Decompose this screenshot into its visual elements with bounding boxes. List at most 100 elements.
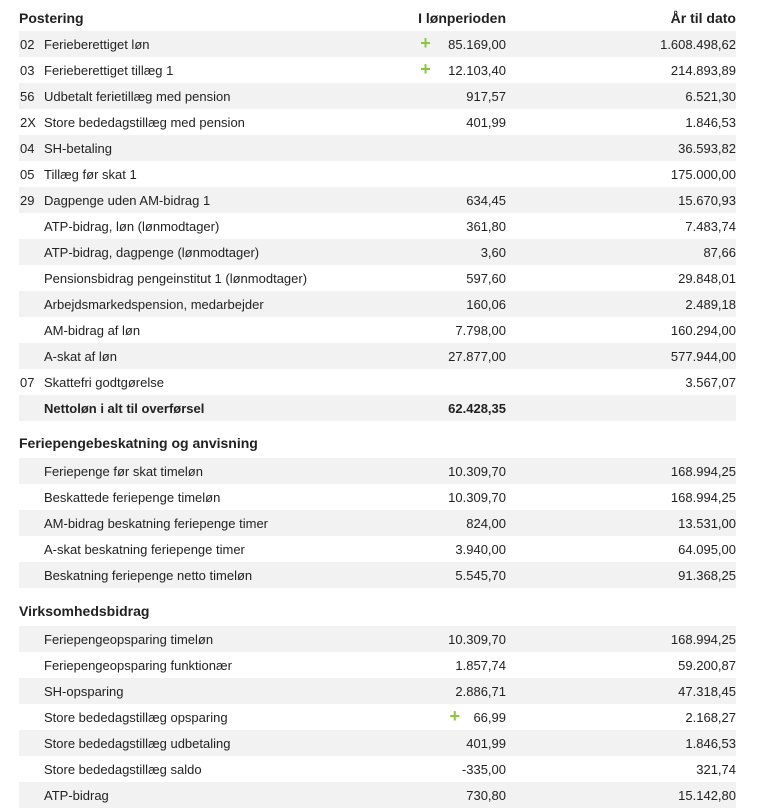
row-ytd-value: 168.994,25 (670, 464, 736, 479)
row-ytd-value: 2.489,18 (685, 297, 736, 312)
row-label: Beskattede feriepenge timeløn (44, 490, 221, 505)
table-row: 05 Tillæg før skat 1 175.000,00 (19, 161, 736, 187)
row-label: Ferieberettiget løn (44, 37, 150, 52)
table-row: 03 Ferieberettiget tillæg 1 +12.103,40 214.… (19, 57, 736, 83)
row-label: Nettoløn i alt til overførsel (44, 401, 205, 416)
row-period-value: 1.857,74 (455, 658, 506, 673)
row-label: Tillæg før skat 1 (44, 167, 137, 182)
col-posting-header: Postering (19, 10, 84, 26)
table-row: 29 Dagpenge uden AM-bidrag 1 634,45 15.670,… (19, 187, 736, 213)
row-label: SH-opsparing (44, 684, 124, 699)
row-period-value: 597,60 (466, 271, 506, 286)
table-row: 2X Store bededagstillæg med pension 401,99… (19, 109, 736, 135)
row-ytd-value: 214.893,89 (670, 63, 736, 78)
row-period-value: 361,80 (466, 219, 506, 234)
row-label: AM-bidrag beskatning feriepenge timer (44, 516, 269, 531)
row-ytd-value: 175.000,00 (670, 167, 736, 182)
row-code: 56 (20, 89, 35, 104)
row-period-value: 10.309,70 (448, 490, 506, 505)
row-label: Store bededagstillæg udbetaling (44, 736, 231, 751)
plus-icon: + (420, 59, 431, 79)
row-label: Store bededagstillæg med pension (44, 115, 245, 130)
table-row: 56 Udbetalt ferietillæg med pension 917,57… (19, 83, 736, 109)
row-ytd-value: 168.994,25 (670, 490, 736, 505)
table-row: AM-bidrag beskatning feriepenge timer 824… (19, 510, 736, 536)
table-row: Nettoløn i alt til overførsel 62.428,35 (19, 395, 736, 421)
row-ytd-value: 91.368,25 (678, 568, 736, 583)
table-row: ATP-bidrag 730,80 15.142,80 (19, 782, 736, 808)
plus-icon: + (449, 706, 461, 726)
table-row: ATP-bidrag, dagpenge (lønmodtager) 3,60 87… (19, 239, 736, 265)
row-label: ATP-bidrag, dagpenge (lønmodtager) (44, 245, 260, 260)
row-label: Feriepenge før skat timeløn (44, 464, 203, 479)
row-period-value: 62.428,35 (448, 401, 506, 416)
table-row: Store bededagstillæg udbetaling 401,99 1.8… (19, 730, 736, 756)
row-period-value: 160,06 (466, 297, 506, 312)
table-row: Feriepenge før skat timeløn 10.309,70 168.… (19, 458, 736, 484)
table-row: Feriepengeopsparing timeløn 10.309,70 168.… (19, 626, 736, 652)
row-ytd-value: 1.846,53 (685, 736, 736, 751)
row-ytd-value: 87,66 (703, 245, 736, 260)
row-label: Pensionsbidrag pengeinstitut 1 (lønmodta… (44, 271, 308, 286)
row-label: A-skat af løn (44, 349, 117, 364)
row-ytd-value: 64.095,00 (678, 542, 736, 557)
table-row: A-skat beskatning feriepenge timer 3.940,… (19, 536, 736, 562)
table-row: 02 Ferieberettiget løn +85.169,00 1.608.498… (19, 31, 736, 57)
table-row: Pensionsbidrag pengeinstitut 1 (lønmodta… (19, 265, 736, 291)
row-period-value: 401,99 (466, 115, 506, 130)
row-period-value: 5.545,70 (455, 568, 506, 583)
row-ytd-value: 47.318,45 (678, 684, 736, 699)
row-ytd-value: 36.593,82 (678, 141, 736, 156)
row-ytd-value: 160.294,00 (670, 323, 736, 338)
col-ytd-header: År til dato (670, 10, 736, 26)
row-code: 04 (20, 141, 35, 156)
section-title-company: Virksomhedsbidrag (19, 603, 150, 619)
row-label: Beskatning feriepenge netto timeløn (44, 568, 253, 583)
row-label: ATP-bidrag, løn (lønmodtager) (44, 219, 220, 234)
row-period-value: 66,99 (473, 710, 506, 725)
row-code: 05 (20, 167, 35, 182)
row-period-value: 27.877,00 (448, 349, 506, 364)
row-period-value: 401,99 (466, 736, 506, 751)
row-label: Feriepengeopsparing timeløn (44, 632, 214, 647)
row-ytd-value: 2.168,27 (685, 710, 736, 725)
row-period-value: 10.309,70 (448, 464, 506, 479)
row-label: ATP-bidrag (44, 788, 109, 803)
col-period-header: I lønperioden (418, 10, 506, 26)
row-ytd-value: 15.142,80 (678, 788, 736, 803)
row-ytd-value: 321,74 (696, 762, 736, 777)
row-label: Ferieberettiget tillæg 1 (44, 63, 174, 78)
row-label: Skattefri godtgørelse (44, 375, 164, 390)
row-label: Arbejdsmarkedspension, medarbejder (44, 297, 264, 312)
row-ytd-value: 13.531,00 (678, 516, 736, 531)
section-title-holiday: Feriepengebeskatning og anvisning (19, 435, 258, 451)
row-ytd-value: 59.200,87 (678, 658, 736, 673)
table-row: Beskattede feriepenge timeløn 10.309,70 16… (19, 484, 736, 510)
row-period-value: 824,00 (466, 516, 506, 531)
row-code: 02 (20, 37, 35, 52)
table-row: AM-bidrag af løn 7.798,00 160.294,00 (19, 317, 736, 343)
table-row: A-skat af løn 27.877,00 577.944,00 (19, 343, 736, 369)
row-period-value: 10.309,70 (448, 632, 506, 647)
row-period-value: 3,60 (480, 245, 506, 260)
table-row: SH-opsparing 2.886,71 47.318,45 (19, 678, 736, 704)
row-period-value: -335,00 (461, 762, 506, 777)
row-label: Store bededagstillæg saldo (44, 762, 202, 777)
row-ytd-value: 1.846,53 (685, 115, 736, 130)
row-code: 29 (20, 193, 35, 208)
row-period-value: 85.169,00 (448, 37, 506, 52)
row-ytd-value: 7.483,74 (685, 219, 736, 234)
row-period-value: 7.798,00 (455, 323, 506, 338)
row-code: 2X (20, 115, 36, 130)
row-label: A-skat beskatning feriepenge timer (44, 542, 245, 557)
row-period-value: 917,57 (466, 89, 506, 104)
table-row: Feriepengeopsparing funktionær 1.857,74 59… (19, 652, 736, 678)
row-code: 03 (20, 63, 35, 78)
table-row: ATP-bidrag, løn (lønmodtager) 361,80 7.483… (19, 213, 736, 239)
row-period-value: 634,45 (466, 193, 506, 208)
table-row: 04 SH-betaling 36.593,82 (19, 135, 736, 161)
row-ytd-value: 1.608.498,62 (660, 37, 736, 52)
plus-icon: + (420, 33, 431, 53)
row-label: Feriepengeopsparing funktionær (44, 658, 232, 673)
row-code: 07 (20, 375, 35, 390)
